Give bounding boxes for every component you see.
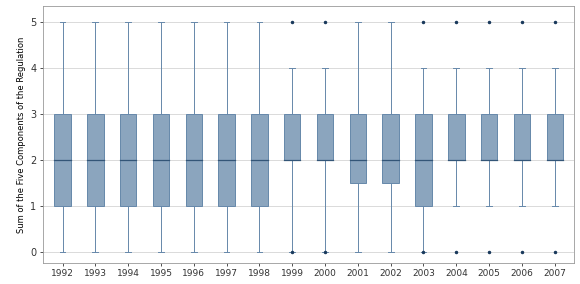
Bar: [448, 114, 465, 160]
Bar: [120, 114, 136, 206]
Bar: [284, 114, 300, 160]
Bar: [251, 114, 267, 206]
Bar: [514, 114, 530, 160]
Bar: [186, 114, 202, 206]
Y-axis label: Sum of the Five Components of the Regulation: Sum of the Five Components of the Regula…: [17, 36, 26, 233]
Bar: [317, 114, 333, 160]
Bar: [153, 114, 169, 206]
Bar: [350, 114, 366, 183]
Bar: [382, 114, 399, 183]
Bar: [55, 114, 71, 206]
Bar: [546, 114, 563, 160]
Bar: [87, 114, 104, 206]
Bar: [415, 114, 432, 206]
Bar: [219, 114, 235, 206]
Bar: [481, 114, 497, 160]
